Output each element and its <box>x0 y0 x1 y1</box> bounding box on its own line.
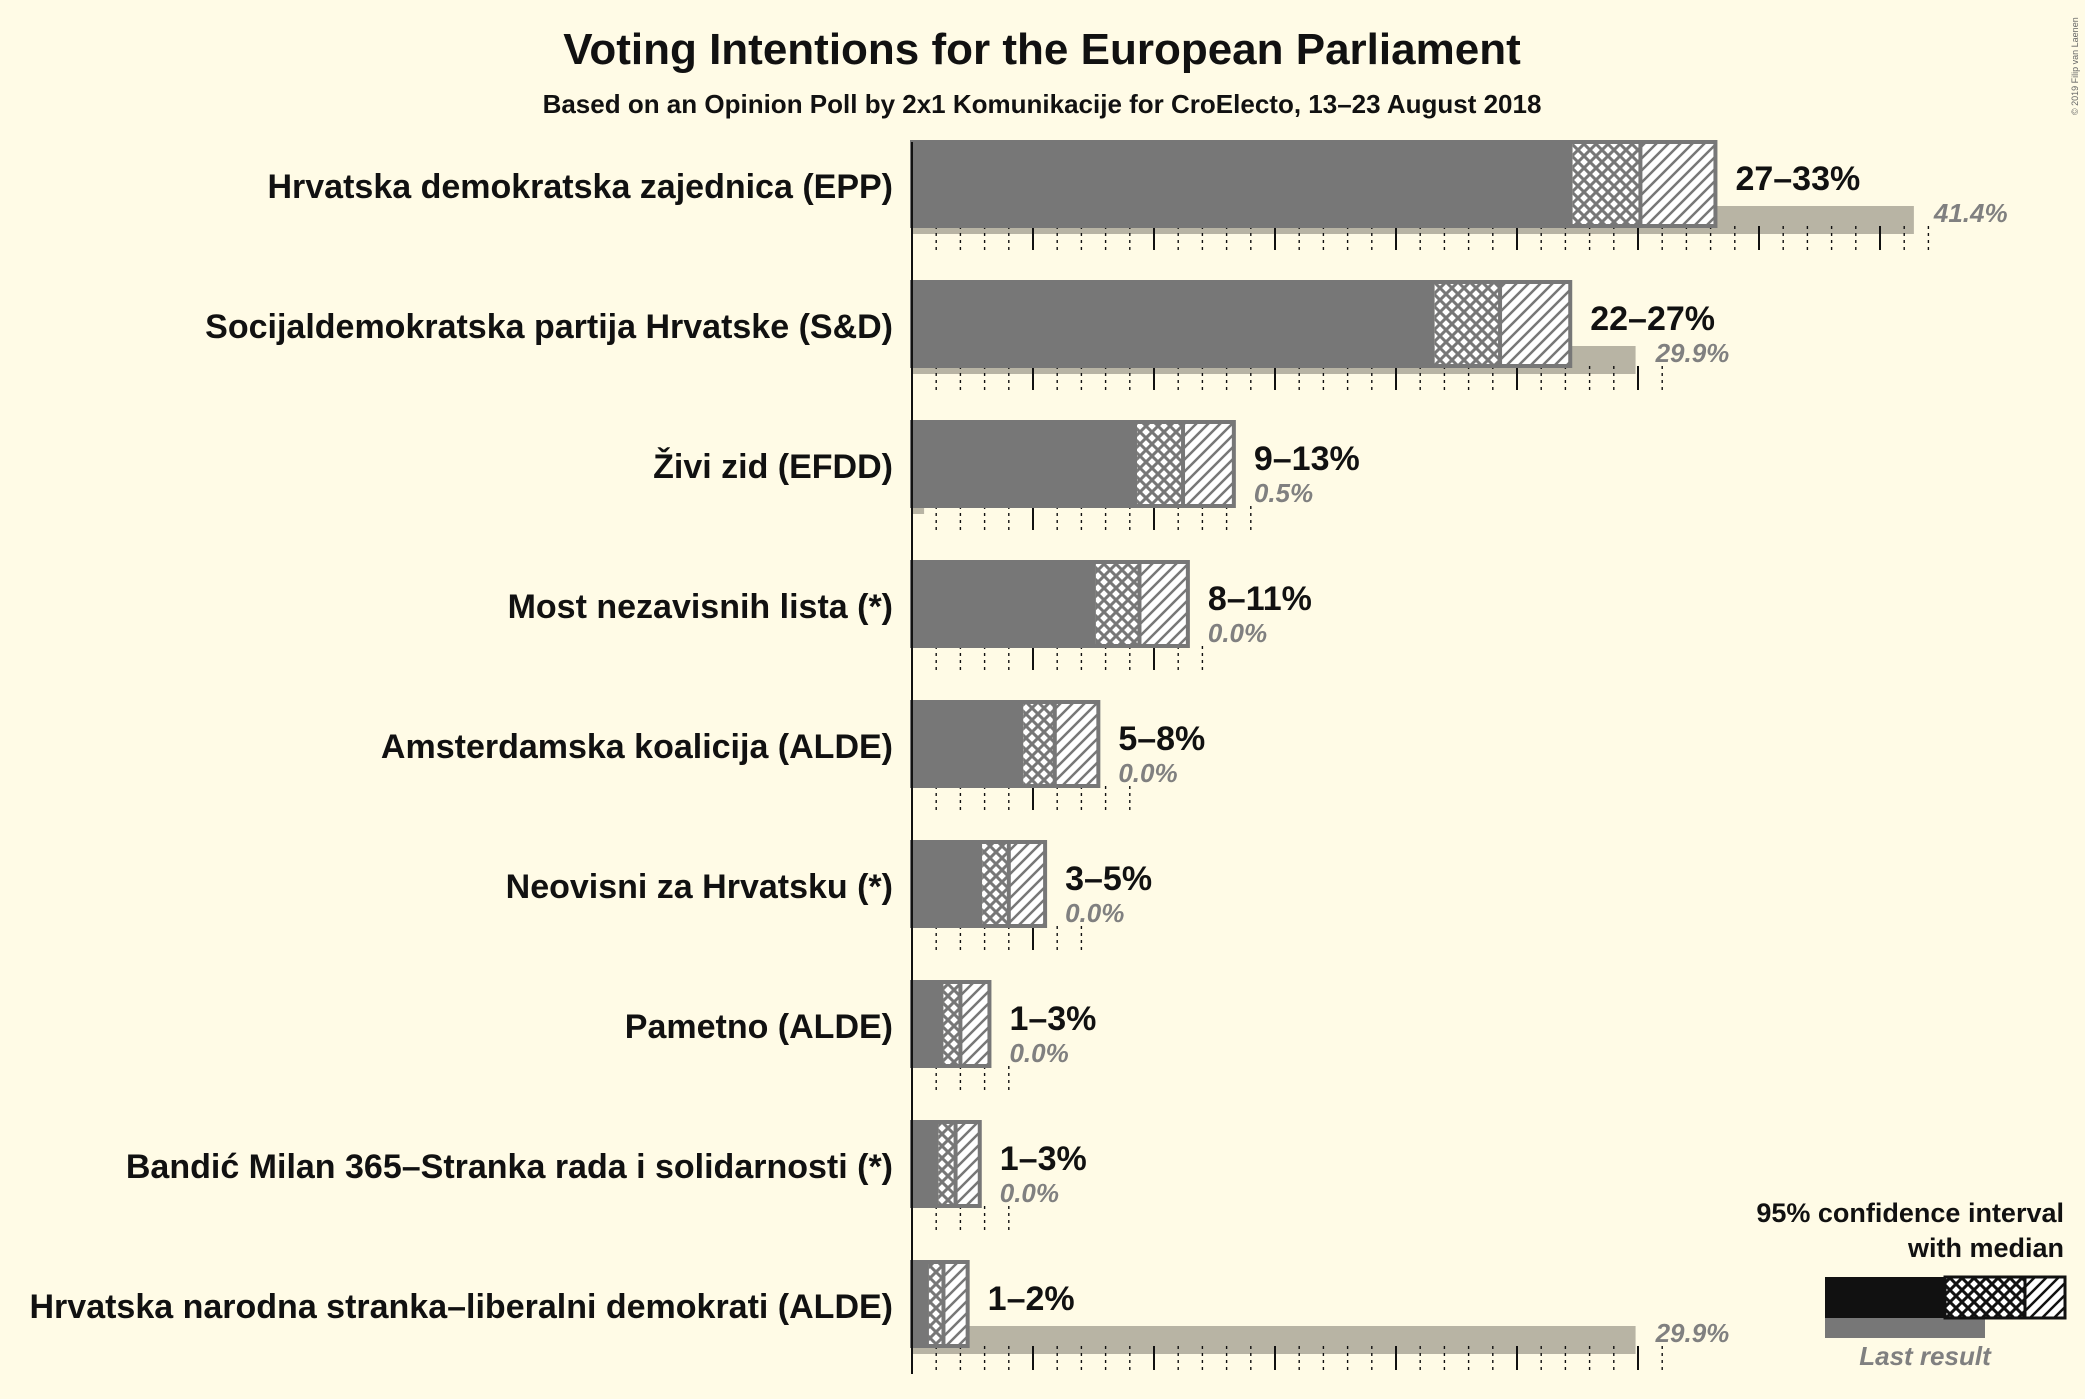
party-label: Živi zid (EFDD) <box>653 448 893 486</box>
last-result-label: 0.0% <box>1009 1038 1068 1068</box>
last-result-label: 0.5% <box>1254 478 1313 508</box>
median-bar <box>912 422 1138 506</box>
median-bar <box>912 702 1024 786</box>
median-bar <box>912 1122 939 1206</box>
ci-high-segment <box>1054 702 1099 786</box>
last-result-label: 29.9% <box>1655 338 1730 368</box>
last-result-label: 0.0% <box>1065 898 1124 928</box>
median-bar <box>912 1262 929 1346</box>
party-label: Most nezavisnih lista (*) <box>508 588 893 626</box>
range-label: 27–33% <box>1735 160 1860 198</box>
ci-low-segment <box>982 842 1009 926</box>
party-label: Hrvatska demokratska zajednica (EPP) <box>267 168 893 206</box>
range-label: 22–27% <box>1590 300 1715 338</box>
legend-last-result-swatch <box>1825 1318 1985 1338</box>
range-label: 8–11% <box>1208 580 1312 618</box>
legend-line-2: with median <box>1907 1233 2064 1263</box>
last-result-label: 0.0% <box>1000 1178 1059 1208</box>
legend-last-result-label: Last result <box>1859 1341 1992 1371</box>
party-label: Amsterdamska koalicija (ALDE) <box>381 728 893 766</box>
party-label: Neovisni za Hrvatsku (*) <box>506 868 893 906</box>
median-bar <box>912 842 983 926</box>
ci-low-segment <box>943 982 961 1066</box>
party-label: Socijaldemokratska partija Hrvatske (S&D… <box>205 308 893 346</box>
bars-layer: Hrvatska demokratska zajednica (EPP) 27–3… <box>30 140 2008 1374</box>
last-result-label: 29.9% <box>1655 1318 1730 1348</box>
ci-low-segment <box>1095 562 1140 646</box>
ci-low-segment <box>1137 422 1184 506</box>
last-result-bar <box>912 1326 1636 1354</box>
median-bar <box>912 282 1435 366</box>
ci-low-segment <box>1023 702 1055 786</box>
ci-high-segment <box>1139 562 1188 646</box>
median-bar <box>912 982 944 1066</box>
ci-high-segment <box>943 1262 968 1346</box>
range-label: 9–13% <box>1254 440 1360 478</box>
copyright-notice: © 2019 Filip van Laenen <box>2070 17 2080 115</box>
ci-high-segment <box>1500 282 1571 366</box>
ci-low-segment <box>1572 142 1641 226</box>
ci-low-segment <box>938 1122 956 1206</box>
range-label: 3–5% <box>1065 860 1152 898</box>
range-label: 1–3% <box>1000 1140 1087 1178</box>
last-result-label: 41.4% <box>1933 198 2008 228</box>
party-label: Bandić Milan 365–Stranka rada i solidarn… <box>126 1148 893 1186</box>
range-label: 1–3% <box>1009 1000 1096 1038</box>
ci-high-segment <box>1640 142 1716 226</box>
chart-title: Voting Intentions for the European Parli… <box>563 25 1521 74</box>
range-label: 5–8% <box>1118 720 1205 758</box>
median-bar <box>912 142 1573 226</box>
legend-line-1: 95% confidence interval <box>1756 1198 2064 1228</box>
last-result-label: 0.0% <box>1118 758 1177 788</box>
legend: 95% confidence interval with median Last… <box>1756 1198 2067 1371</box>
last-result-label: 0.0% <box>1208 618 1267 648</box>
legend-ci-low <box>1943 1275 2027 1320</box>
ci-high-segment <box>1008 842 1046 926</box>
chart-subtitle: Based on an Opinion Poll by 2x1 Komunika… <box>543 89 1542 119</box>
range-label: 1–2% <box>988 1280 1075 1318</box>
legend-median-bar <box>1825 1277 1945 1318</box>
ci-low-segment <box>1434 282 1501 366</box>
ci-high-segment <box>955 1122 980 1206</box>
party-label: Pametno (ALDE) <box>625 1008 893 1046</box>
median-bar <box>912 562 1096 646</box>
ci-high-segment <box>960 982 990 1066</box>
legend-ci-high <box>2023 1275 2067 1320</box>
ci-high-segment <box>1183 422 1234 506</box>
party-label: Hrvatska narodna stranka–liberalni demok… <box>30 1288 894 1326</box>
ci-low-segment <box>928 1262 944 1346</box>
